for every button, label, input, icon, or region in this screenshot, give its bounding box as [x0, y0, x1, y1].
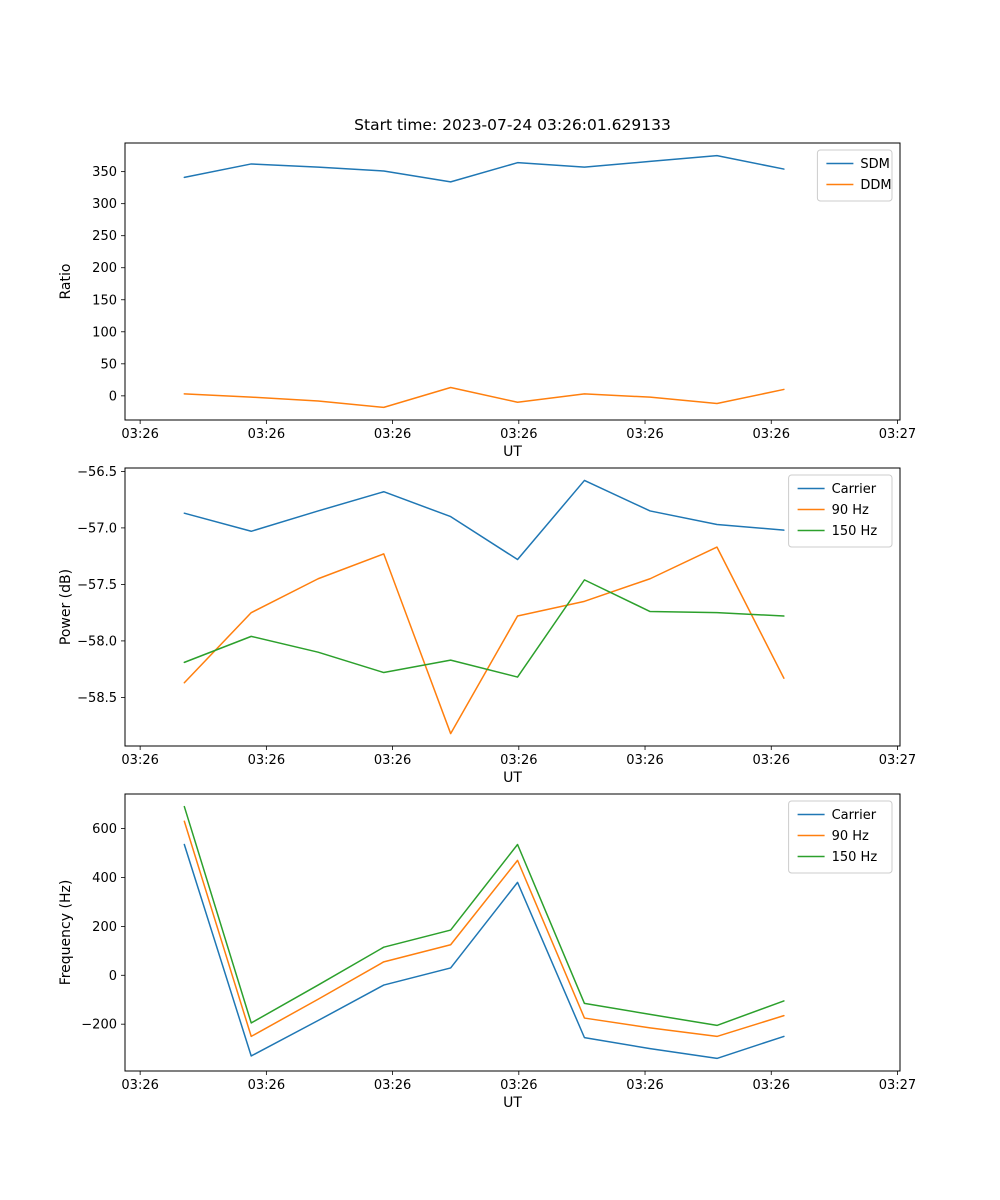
y-axis-label: Ratio [58, 264, 74, 300]
x-tick-label: 03:26 [374, 427, 411, 442]
legend-label: Carrier [832, 482, 877, 497]
y-axis-label: Frequency (Hz) [58, 880, 74, 986]
y-tick-label: 100 [92, 325, 117, 340]
y-tick-label: 150 [92, 293, 117, 308]
y-tick-label: 0 [109, 389, 117, 404]
series-line-90-hz [183, 546, 785, 735]
legend-label: SDM [860, 157, 889, 172]
x-tick-label: 03:26 [248, 1078, 285, 1093]
x-tick-label: 03:27 [879, 427, 916, 442]
x-tick-label: 03:26 [753, 1078, 790, 1093]
x-tick-label: 03:26 [374, 1078, 411, 1093]
y-axis-label: Power (dB) [58, 569, 74, 645]
ratio-chart: 03:26 03:26 03:26 03:26 03:26 03:26 03:27 0 50 10… [58, 142, 916, 460]
y-tick-label: 0 [109, 969, 117, 984]
plot-border [124, 793, 901, 1072]
x-tick-label: 03:26 [248, 753, 285, 768]
legend-box [788, 474, 893, 548]
x-tick-label: 03:26 [121, 1078, 158, 1093]
y-tick-label: 300 [92, 197, 117, 212]
x-tick-label: 03:27 [879, 1078, 916, 1093]
series-line-ddm [183, 386, 785, 409]
x-axis-label: UT [503, 1095, 522, 1111]
legend-label: DDM [860, 178, 891, 193]
legend-label: 90 Hz [832, 829, 869, 844]
x-tick-label: 03:26 [500, 1078, 537, 1093]
x-tick-label: 03:27 [879, 753, 916, 768]
y-tick-label: −57.5 [77, 578, 117, 593]
series-line-150-hz [183, 805, 785, 1027]
legend-label: 150 Hz [832, 524, 878, 539]
series-line-carrier [183, 479, 785, 561]
figure-title: Start time: 2023-07-24 03:26:01.629133 [354, 116, 671, 134]
x-tick-label: 03:26 [753, 427, 790, 442]
x-tick-label: 03:26 [626, 427, 663, 442]
y-tick-label: 250 [92, 229, 117, 244]
power-chart: 03:26 03:26 03:26 03:26 03:26 03:26 03:27 −58.5… [58, 465, 916, 786]
x-axis-label: UT [503, 770, 522, 786]
y-tick-label: 50 [100, 357, 117, 372]
series-line-sdm [183, 154, 785, 183]
series-line-carrier [183, 843, 785, 1060]
y-tick-label: −58.5 [77, 691, 117, 706]
series-line-150-hz [183, 579, 785, 678]
x-tick-label: 03:26 [248, 427, 285, 442]
legend-label: Carrier [832, 808, 877, 823]
y-tick-label: 200 [92, 261, 117, 276]
y-tick-label: −200 [81, 1018, 117, 1033]
x-tick-label: 03:26 [626, 753, 663, 768]
x-tick-label: 03:26 [626, 1078, 663, 1093]
y-tick-label: −56.5 [77, 465, 117, 480]
x-tick-label: 03:26 [121, 427, 158, 442]
x-tick-label: 03:26 [753, 753, 790, 768]
x-axis-label: UT [503, 444, 522, 460]
frequency-chart: 03:26 03:26 03:26 03:26 03:26 03:26 03:27 −200 0… [58, 793, 916, 1111]
plot-border [124, 142, 901, 421]
x-tick-label: 03:26 [500, 753, 537, 768]
y-tick-label: 400 [92, 871, 117, 886]
y-tick-label: 350 [92, 165, 117, 180]
legend-box [788, 800, 893, 874]
y-tick-label: 600 [92, 822, 117, 837]
x-tick-label: 03:26 [500, 427, 537, 442]
legend-label: 90 Hz [832, 503, 869, 518]
legend-label: 150 Hz [832, 850, 878, 865]
x-tick-label: 03:26 [121, 753, 158, 768]
y-tick-label: 200 [92, 920, 117, 935]
series-line-90-hz [183, 820, 785, 1038]
y-tick-label: −57.0 [77, 521, 117, 536]
plot-border [124, 467, 901, 747]
x-tick-label: 03:26 [374, 753, 411, 768]
y-tick-label: −58.0 [77, 634, 117, 649]
